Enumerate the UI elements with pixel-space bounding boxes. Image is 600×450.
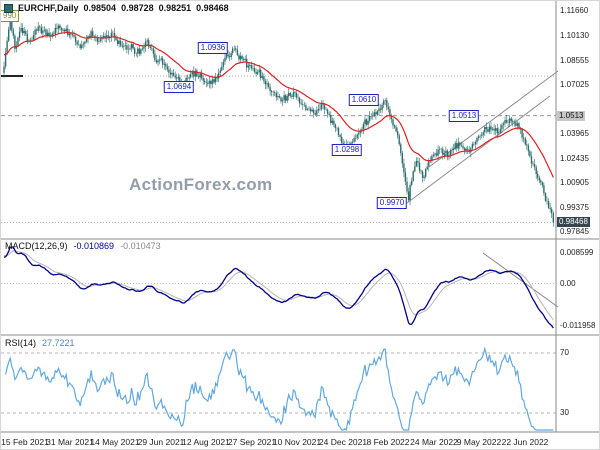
date-axis-label: 15 Feb 2021 xyxy=(1,437,49,447)
date-axis-label: 8 Feb 2022 xyxy=(366,437,410,447)
swing-level-label-1.0298[interactable]: 1.0298 xyxy=(331,144,363,157)
swing-level-label-1.0610[interactable]: 1.0610 xyxy=(348,94,380,107)
date-axis-label: 27 Sep 2021 xyxy=(227,437,277,447)
ohlc-open: 0.98504 xyxy=(83,3,117,13)
swing-level-label-1.0936[interactable]: 1.0936 xyxy=(197,41,229,54)
price-axis-label: 1.11660 xyxy=(560,6,589,15)
price-axis-label: 1.10130 xyxy=(560,30,589,40)
date-axis-label: 31 Mar 2021 xyxy=(46,437,94,447)
macd-signal-value: -0.010473 xyxy=(120,241,161,251)
swing-level-label-1.0513[interactable]: 1.0513 xyxy=(448,109,480,122)
price-axis-label: 1.08555 xyxy=(560,55,589,65)
macd-header: MACD(12,26,9) -0.010869 -0.010473 xyxy=(5,241,161,251)
rsi-header: RSI(14) 27.7221 xyxy=(5,338,75,348)
macd-axis-label: 0.00 xyxy=(560,278,576,288)
price-axis-label: 1.03965 xyxy=(560,129,589,139)
axis-highlight-level[interactable]: 1.0513 xyxy=(557,110,586,121)
date-axis-label: 9 May 2022 xyxy=(456,437,502,447)
date-axis-label: 24 Dec 2021 xyxy=(318,437,368,447)
rsi-value: 27.7221 xyxy=(42,338,75,348)
watermark: ActionForex.com xyxy=(129,175,273,194)
price-axis-label: 1.02435 xyxy=(560,153,589,163)
price-axis-label: 0.99375 xyxy=(560,202,589,212)
date-axis-label: 22 Jun 2022 xyxy=(501,437,549,447)
date-axis-label: 10 Nov 2021 xyxy=(272,437,322,447)
ohlc-high: 0.98728 xyxy=(121,3,154,13)
rsi-axis-label: 70 xyxy=(560,348,569,357)
swing-level-label-0.9970[interactable]: 0.9970 xyxy=(376,196,408,209)
chart-header: EURCHF,Daily 0.98504 0.98728 0.98251 0.9… xyxy=(4,3,229,13)
date-axis-label: 12 Aug 2021 xyxy=(182,437,230,447)
macd-title: MACD(12,26,9) xyxy=(5,241,68,251)
macd-axis-label: -0.011958 xyxy=(560,321,596,330)
macd-value: -0.010869 xyxy=(73,241,115,251)
ohlc-close: 0.98468 xyxy=(196,3,229,13)
macd-axis-label: 0.008599 xyxy=(560,248,594,257)
current-price-tag: 0.98468 xyxy=(557,217,590,228)
date-axis-label: 24 Mar 2022 xyxy=(410,437,458,447)
price-axis-label: 1.07025 xyxy=(560,80,589,90)
price-axis-label: 0.97845 xyxy=(560,227,589,237)
date-axis-label: 14 May 2021 xyxy=(90,437,140,447)
rsi-axis-label: 30 xyxy=(560,408,569,417)
date-axis-label: 29 Jun 2021 xyxy=(137,437,185,447)
chart-type-icon xyxy=(4,3,13,13)
price-axis-label: 1.00905 xyxy=(560,178,589,188)
ohlc-low: 0.98251 xyxy=(158,3,192,13)
symbol-timeframe: EURCHF,Daily xyxy=(18,3,79,13)
rsi-title: RSI(14) xyxy=(5,338,37,348)
swing-level-label-1.0694[interactable]: 1.0694 xyxy=(163,80,195,93)
